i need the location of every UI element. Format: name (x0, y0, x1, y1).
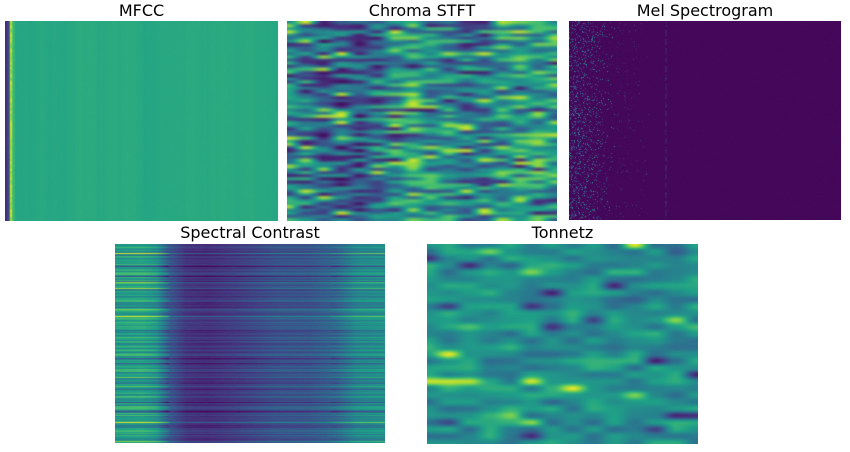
panel-title-chroma-stft: Chroma STFT (368, 1, 476, 20)
panel-title-spectral-contrast: Spectral Contrast (180, 223, 320, 242)
panel-title-tonnetz: Tonnetz (531, 223, 594, 242)
panel-title-mel-spectrogram: Mel Spectrogram (636, 1, 774, 20)
panel-title-mfcc: MFCC (118, 1, 165, 20)
mfcc-heatmap (5, 21, 278, 221)
chroma-stft-heatmap (287, 21, 557, 221)
spectral-contrast-heatmap (115, 244, 385, 443)
mel-spectrogram-heatmap (569, 21, 841, 220)
tonnetz-heatmap (427, 244, 698, 444)
